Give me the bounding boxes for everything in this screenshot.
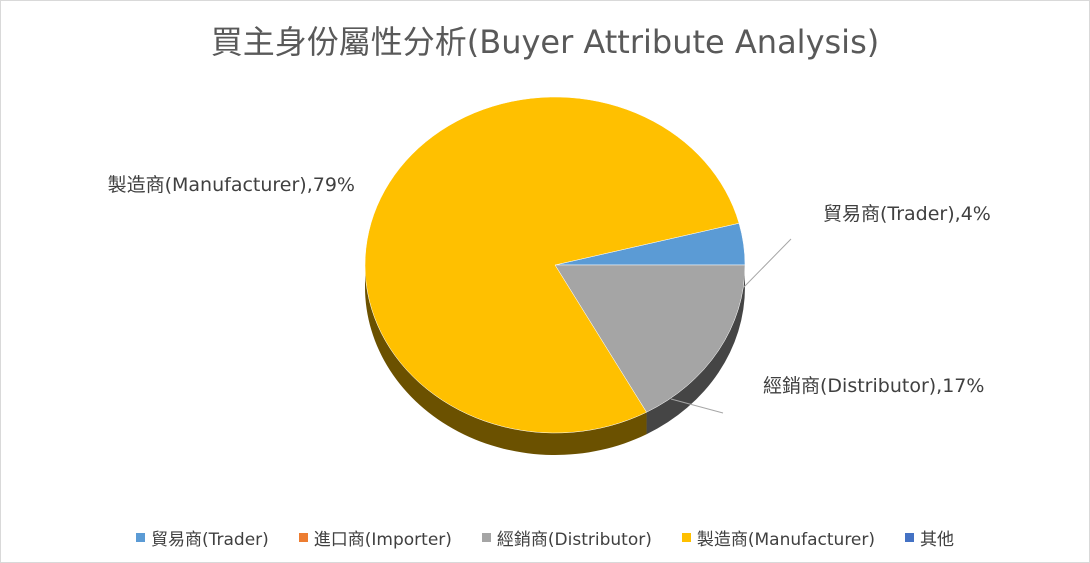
legend-swatch-1: [298, 533, 308, 542]
data-label-0: 貿易商(Trader),4%: [823, 203, 991, 225]
legend: 貿易商(Trader) 進口商(Importer) 經銷商(Distributor)…: [1, 525, 1089, 550]
legend-item-0: 貿易商(Trader): [135, 525, 269, 550]
legend-item-3: 製造商(Manufacturer): [681, 525, 876, 550]
chart-title: 買主身份屬性分析(Buyer Attribute Analysis): [210, 23, 880, 61]
data-label-3: 製造商(Manufacturer),79%: [108, 174, 355, 196]
data-label-2: 經銷商(Distributor),17%: [763, 375, 984, 397]
legend-item-4: 其他: [905, 525, 954, 550]
leader-line-2: [670, 398, 724, 414]
legend-swatch-0: [135, 533, 145, 542]
legend-label-4: 其他: [920, 530, 955, 550]
pie-slice-side-3: [365, 265, 647, 456]
legend-label-2: 經銷商(Distributor): [496, 530, 652, 550]
legend-item-1: 進口商(Importer): [298, 525, 452, 550]
legend-swatch-2: [481, 533, 491, 542]
legend-swatch-3: [681, 533, 691, 542]
legend-label-0: 貿易商(Trader): [150, 530, 269, 550]
legend-label-3: 製造商(Manufacturer): [696, 530, 876, 550]
pie-slice-3: [364, 96, 740, 434]
legend-item-2: 經銷商(Distributor): [481, 525, 652, 550]
leader-line-0: [742, 238, 792, 289]
legend-swatch-4: [905, 533, 915, 542]
legend-label-1: 進口商(Importer): [313, 530, 452, 550]
pie-slice-side-2: [646, 265, 745, 435]
pie-slice-2: [554, 264, 746, 413]
